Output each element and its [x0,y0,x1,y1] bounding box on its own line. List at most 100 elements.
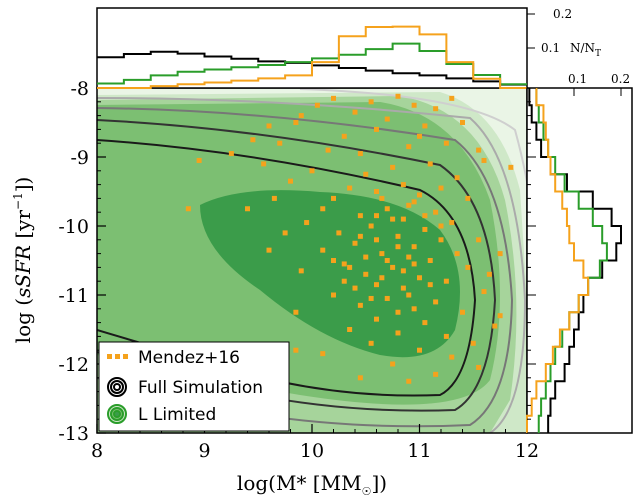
x-tick-label: 8 [91,440,103,462]
contour-icon-inner [113,410,121,418]
top-histogram-panel: 0.2 0.1 N/NT [96,7,601,89]
mendez16-point [390,264,396,270]
mendez16-point [508,164,514,170]
mendez16-point [374,237,379,243]
contour-icon-outer [107,377,127,397]
mendez16-point [250,137,256,143]
legend-label-mendez16: Mendez+16 [138,348,240,368]
mendez16-point [320,206,326,212]
top-histogram-series [97,25,527,89]
legend-entry-full-simulation: Full Simulation [107,377,263,398]
mendez16-point [374,126,379,132]
mendez16-point [406,202,412,208]
mendez16-point [331,292,336,298]
mendez16-point [309,168,315,174]
mendez16-point [476,364,482,370]
mendez16-point [411,199,417,205]
y-tick-label: -10 [58,216,89,238]
mendez16-point [481,157,487,163]
mendez16-point [341,133,347,139]
mendez16-point [390,216,396,222]
legend-entry-mendez16: Mendez+16 [107,348,240,368]
mendez16-point [325,147,331,153]
mendez16-point [470,340,476,346]
mendez16-point [261,161,267,167]
mendez16-point [390,164,396,170]
mendez16-point [298,113,304,119]
mendez16-point [433,209,439,215]
mendez16-point [411,102,417,108]
mendez16-point [406,292,412,298]
mendez16-point [406,254,412,260]
mendez16-point [395,309,401,315]
mendez16-point [497,313,503,319]
mendez16-point [481,289,487,295]
mendez16-point [357,233,363,239]
y-tick-label: -13 [58,423,89,445]
mendez16-point [476,237,482,243]
mendez16-point [400,216,406,222]
x-tick-label: 11 [407,440,431,462]
mendez16-point [406,378,412,384]
y-axis-ticks: -8 -9 -10 -11 -12 -13 [58,78,106,445]
mendez16-point [438,223,444,229]
y-tick-label: -12 [58,354,89,376]
mendez16-point [336,230,342,236]
mendez16-point [465,264,471,270]
mendez16-point [384,206,390,212]
mendez16-point [288,178,293,184]
mendez16-point [406,144,412,150]
mendez16-point [476,147,482,153]
grey-contour-5 [299,88,527,188]
mendez16-point [352,109,358,115]
mendez16-point [433,106,439,112]
mendez16-point [196,157,202,163]
mendez16-point [352,285,358,291]
mendez16-point [422,123,428,129]
mendez16-point [486,271,492,277]
mendez16-point [417,133,422,139]
mendez16-point [347,327,353,332]
mendez16-point [347,185,353,191]
mendez16-point [368,340,374,346]
mendez16-point [400,285,406,291]
mendez16-point [449,220,455,226]
mendez16-point [379,275,385,281]
right-hist-line [526,88,590,433]
top-hist-line [97,25,527,89]
mendez16-point [352,240,358,246]
top-hist-tick-0.2: 0.2 [553,7,572,21]
mendez16-point [384,116,390,122]
mendez16-point [320,351,326,357]
mendez16-point [417,347,422,353]
legend-label-l-limited: L Limited [138,405,216,425]
mendez16-point [363,271,369,277]
mendez16-point [277,140,283,146]
mendez16-point [266,123,272,129]
mendez16-point [293,309,299,315]
mendez16-point [465,195,471,201]
mendez16-point [422,226,428,232]
mendez16-point [357,213,363,219]
mendez16-point [454,175,460,181]
mendez16-point [266,247,272,253]
mendez16-point [379,251,385,257]
mendez16-point [374,189,379,194]
green-contour-core [200,190,460,358]
top-hist-axis-label: N/NT [570,41,601,59]
mendez16-point [422,213,428,219]
mendez16-point [427,282,433,288]
mendez16-point [417,192,422,198]
mendez16-point [460,309,465,315]
mendez16-point [357,302,363,308]
mendez16-point [411,306,417,312]
mendez16-point [433,371,439,377]
contour-icon-inner [113,383,121,391]
mendez16-point [411,244,417,250]
x-axis-title: log(M* [MM☉]) [237,471,387,498]
mendez16-point [374,316,379,322]
mendez16-point [497,251,503,257]
y-tick-label: -9 [70,147,89,169]
mendez16-point [363,254,369,260]
mendez16-point [438,237,444,243]
